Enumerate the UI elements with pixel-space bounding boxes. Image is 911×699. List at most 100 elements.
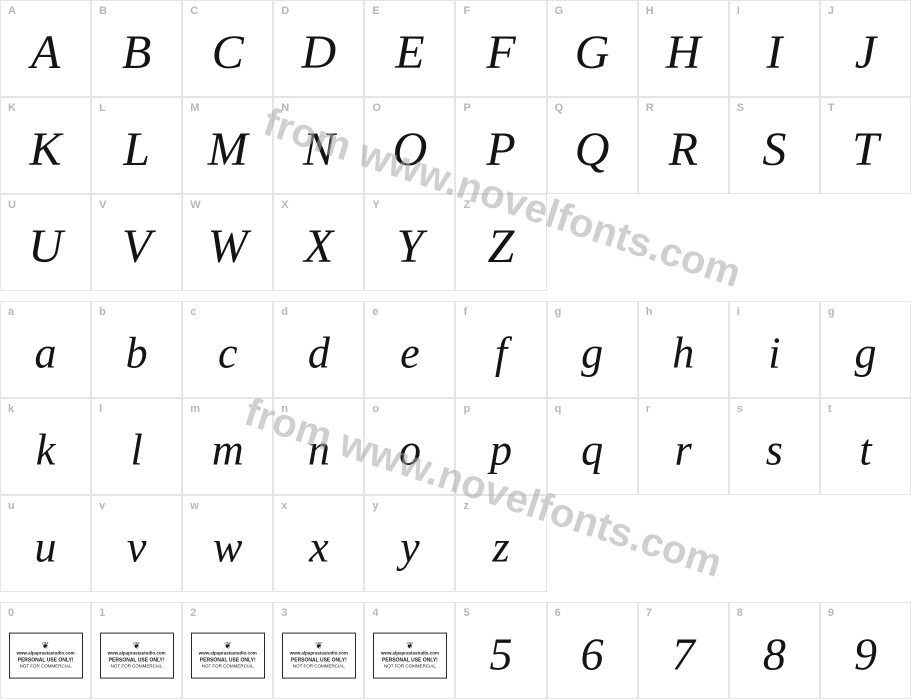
cell-glyph: u <box>35 525 57 569</box>
cell-glyph: K <box>30 125 62 173</box>
lowercase-cell: vv <box>91 495 182 592</box>
lowercase-cell: dd <box>273 301 364 398</box>
cell-label: z <box>463 500 469 512</box>
cell-label: 4 <box>372 607 378 619</box>
cell-glyph: J <box>855 28 876 76</box>
cell-label: i <box>737 306 740 318</box>
cell-glyph: l <box>131 428 143 472</box>
lowercase-cell: oo <box>364 398 455 495</box>
lowercase-cell: ii <box>729 301 820 398</box>
cell-label: L <box>99 102 106 114</box>
cell-label: h <box>646 306 653 318</box>
cell-label: n <box>281 403 288 415</box>
cell-glyph: I <box>766 28 782 76</box>
digits-cell: 4 ❦www.alpaprastastudio.comPERSONAL USE O… <box>364 602 455 699</box>
cell-glyph: b <box>126 331 148 375</box>
lowercase-cell: zz <box>455 495 546 592</box>
uppercase-cell: UU <box>0 194 91 291</box>
digits-cell: 66 <box>547 602 638 699</box>
cell-glyph: C <box>212 28 244 76</box>
cell-glyph: h <box>672 331 694 375</box>
uppercase-cell: BB <box>91 0 182 97</box>
cell-label: y <box>372 500 378 512</box>
uppercase-cell: LL <box>91 97 182 194</box>
cell-glyph: V <box>122 222 151 270</box>
license-box: ❦www.alpaprastastudio.comPERSONAL USE ON… <box>373 632 447 678</box>
lowercase-cell: uu <box>0 495 91 592</box>
cell-glyph: p <box>490 428 512 472</box>
cell-glyph: a <box>35 331 57 375</box>
license-box: ❦www.alpaprastastudio.comPERSONAL USE ON… <box>9 632 83 678</box>
cell-label: J <box>828 5 834 17</box>
cell-glyph: w <box>213 525 242 569</box>
cell-glyph: 5 <box>490 631 513 677</box>
lowercase-grid: aabbccddeeffgghhiiggkkllmmnnooppqqrrsstt… <box>0 301 911 592</box>
cell-label: P <box>463 102 470 114</box>
cell-label: F <box>463 5 470 17</box>
uppercase-cell: EE <box>364 0 455 97</box>
cell-label: Y <box>372 199 379 211</box>
ornament-icon: ❦ <box>133 642 141 651</box>
cell-label: b <box>99 306 106 318</box>
lowercase-cell: ww <box>182 495 273 592</box>
cell-glyph: i <box>768 331 780 375</box>
license-box: ❦www.alpaprastastudio.comPERSONAL USE ON… <box>282 632 356 678</box>
cell-glyph: U <box>28 222 63 270</box>
uppercase-cell: NN <box>273 97 364 194</box>
spacer <box>0 291 911 301</box>
cell-glyph: R <box>669 125 698 173</box>
cell-label: c <box>190 306 196 318</box>
license-box: ❦www.alpaprastastudio.comPERSONAL USE ON… <box>191 632 265 678</box>
cell-label: v <box>99 500 105 512</box>
cell-glyph: m <box>212 428 244 472</box>
cell-label: B <box>99 5 107 17</box>
cell-glyph: y <box>400 525 420 569</box>
lowercase-cell: ss <box>729 398 820 495</box>
uppercase-cell: WW <box>182 194 273 291</box>
lowercase-cell: xx <box>273 495 364 592</box>
cell-label: T <box>828 102 835 114</box>
digits-grid: 0❦www.alpaprastastudio.comPERSONAL USE O… <box>0 602 911 699</box>
cell-label: Z <box>463 199 470 211</box>
cell-label: D <box>281 5 289 17</box>
cell-glyph: e <box>400 331 420 375</box>
cell-label: e <box>372 306 378 318</box>
uppercase-cell: XX <box>273 194 364 291</box>
digits-cell: 55 <box>455 602 546 699</box>
cell-glyph: n <box>308 428 330 472</box>
license-url: www.alpaprastastudio.com <box>381 651 439 656</box>
cell-glyph: D <box>302 28 337 76</box>
ornament-icon: ❦ <box>406 642 414 651</box>
cell-label: 5 <box>463 607 469 619</box>
cell-glyph: v <box>127 525 147 569</box>
cell-glyph: 7 <box>672 631 695 677</box>
uppercase-grid: AABBCCDDEEFFGGHHIIJJKKLLMMNNOOPPQQRRSSTT… <box>0 0 911 291</box>
cell-label: M <box>190 102 199 114</box>
cell-label: 9 <box>828 607 834 619</box>
cell-label: a <box>8 306 14 318</box>
lowercase-cell: ff <box>455 301 546 398</box>
cell-glyph: P <box>486 125 515 173</box>
cell-label: w <box>190 500 199 512</box>
cell-label: u <box>8 500 15 512</box>
cell-glyph: 8 <box>763 631 786 677</box>
cell-glyph: E <box>395 28 424 76</box>
lowercase-cell: pp <box>455 398 546 495</box>
lowercase-cell: rr <box>638 398 729 495</box>
uppercase-cell: CC <box>182 0 273 97</box>
uppercase-cell: ZZ <box>455 194 546 291</box>
cell-label: C <box>190 5 198 17</box>
license-url: www.alpaprastastudio.com <box>290 651 348 656</box>
uppercase-cell: FF <box>455 0 546 97</box>
uppercase-cell: GG <box>547 0 638 97</box>
cell-label: E <box>372 5 379 17</box>
uppercase-cell: HH <box>638 0 729 97</box>
lowercase-cell: nn <box>273 398 364 495</box>
cell-label: r <box>646 403 650 415</box>
lowercase-cell: gg <box>820 301 911 398</box>
lowercase-cell: tt <box>820 398 911 495</box>
spacer <box>0 592 911 602</box>
cell-glyph: Z <box>488 222 515 270</box>
ornament-icon: ❦ <box>315 642 323 651</box>
cell-label: d <box>281 306 288 318</box>
